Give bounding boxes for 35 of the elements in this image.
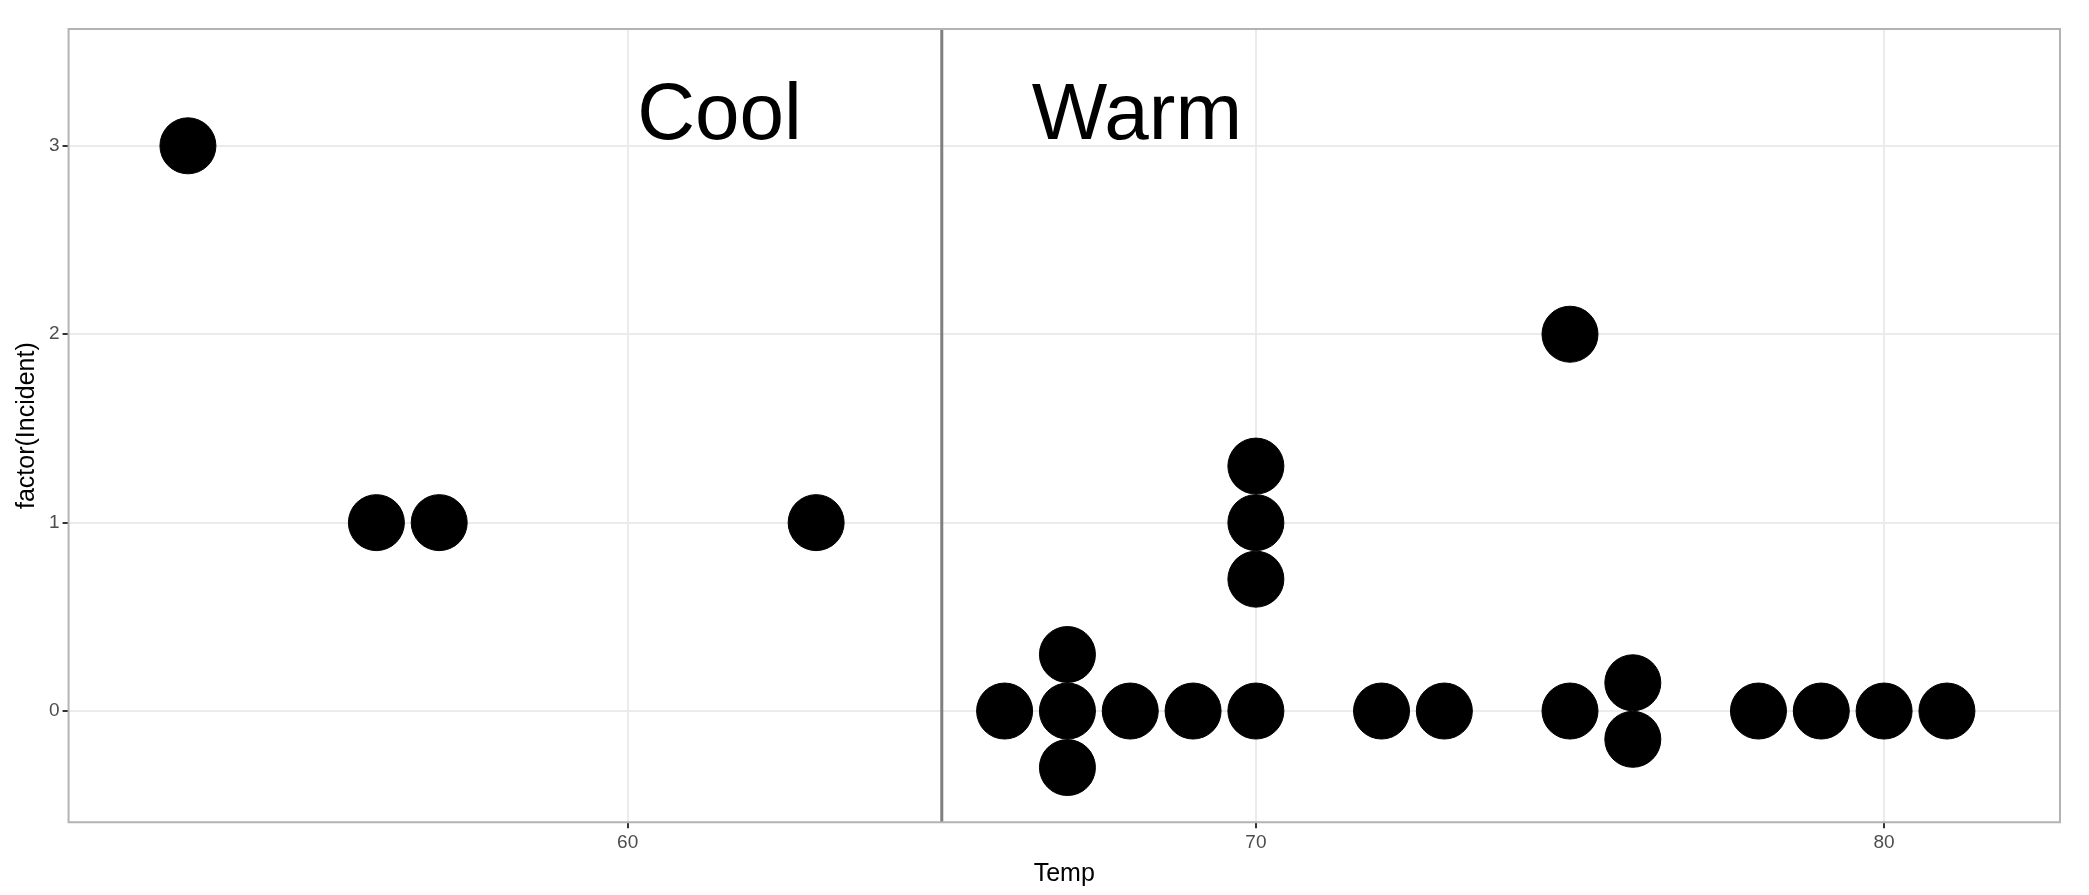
point: [1227, 437, 1285, 495]
x-tick-label: 70: [1245, 830, 1267, 852]
point: [410, 494, 468, 552]
point: [1541, 305, 1599, 363]
annotation: Cool: [637, 67, 802, 157]
x-tick-label: 80: [1873, 830, 1895, 852]
y-tick-label: 2: [48, 322, 60, 344]
point: [1227, 682, 1285, 740]
point: [1353, 682, 1411, 740]
point: [1164, 682, 1222, 740]
point: [1038, 739, 1096, 797]
x-tick-label: 60: [617, 830, 639, 852]
point: [1918, 682, 1976, 740]
point: [1792, 682, 1850, 740]
y-tick-label: 3: [48, 134, 60, 156]
point: [1227, 494, 1285, 552]
point: [1038, 682, 1096, 740]
point: [787, 494, 845, 552]
point: [347, 494, 405, 552]
annotation: Warm: [1031, 67, 1243, 157]
point: [1541, 682, 1599, 740]
point: [1415, 682, 1473, 740]
point: [1855, 682, 1913, 740]
point: [1604, 710, 1662, 768]
point: [159, 117, 217, 175]
point: [1101, 682, 1159, 740]
x-axis-title: Temp: [1033, 857, 1095, 886]
point: [976, 682, 1034, 740]
point: [1729, 682, 1787, 740]
point: [1038, 626, 1096, 684]
y-tick-label: 1: [48, 510, 60, 532]
y-axis-title: factor(Incident): [10, 342, 39, 509]
point: [1227, 550, 1285, 608]
y-tick-label: 0: [48, 699, 60, 721]
point: [1604, 654, 1662, 712]
